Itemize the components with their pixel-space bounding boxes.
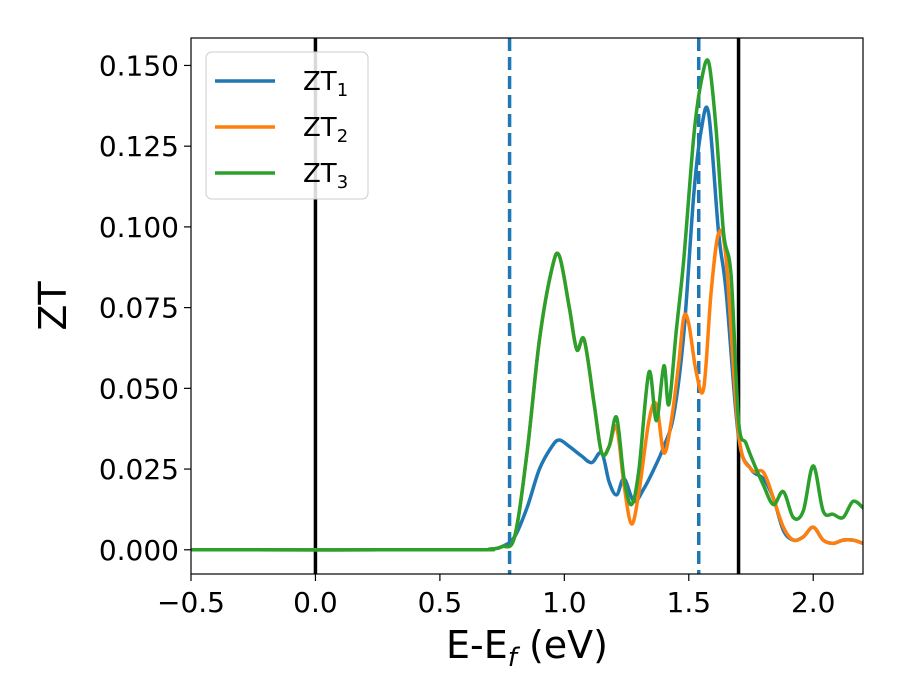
- x-tick-label: 1.5: [667, 586, 712, 619]
- x-tick-label: 0.0: [293, 586, 338, 619]
- legend: ZT1 ZT2 ZT3: [205, 51, 369, 200]
- legend-box: [205, 51, 369, 200]
- x-tick-label: 0.5: [418, 586, 463, 619]
- legend-label-zt2: ZT2: [303, 113, 348, 147]
- series-lines: [191, 58, 863, 552]
- y-tick-label: 0.025: [99, 453, 179, 486]
- y-axis-label: ZT: [31, 281, 75, 331]
- x-axis: −0.5 0.0 0.5 1.0 1.5 2.0: [157, 574, 835, 619]
- x-tick-label: 1.0: [542, 586, 587, 619]
- x-axis-label: E-Ef (eV): [446, 623, 608, 673]
- y-axis: 0.000 0.025 0.050 0.075 0.100 0.125 0.150: [99, 49, 191, 567]
- x-tick-label: −0.5: [157, 586, 225, 619]
- y-tick-label: 0.075: [99, 292, 179, 325]
- y-tick-label: 0.150: [99, 49, 179, 82]
- y-tick-label: 0.100: [99, 211, 179, 244]
- y-tick-label: 0.125: [99, 130, 179, 163]
- y-tick-label: 0.000: [99, 534, 179, 567]
- x-tick-label: 2.0: [791, 586, 836, 619]
- legend-label-zt1: ZT1: [303, 67, 348, 101]
- legend-label-zt3: ZT3: [303, 159, 348, 193]
- plot-frame: [190, 37, 864, 575]
- y-tick-label: 0.050: [99, 372, 179, 405]
- series-line-zt3: [191, 58, 863, 552]
